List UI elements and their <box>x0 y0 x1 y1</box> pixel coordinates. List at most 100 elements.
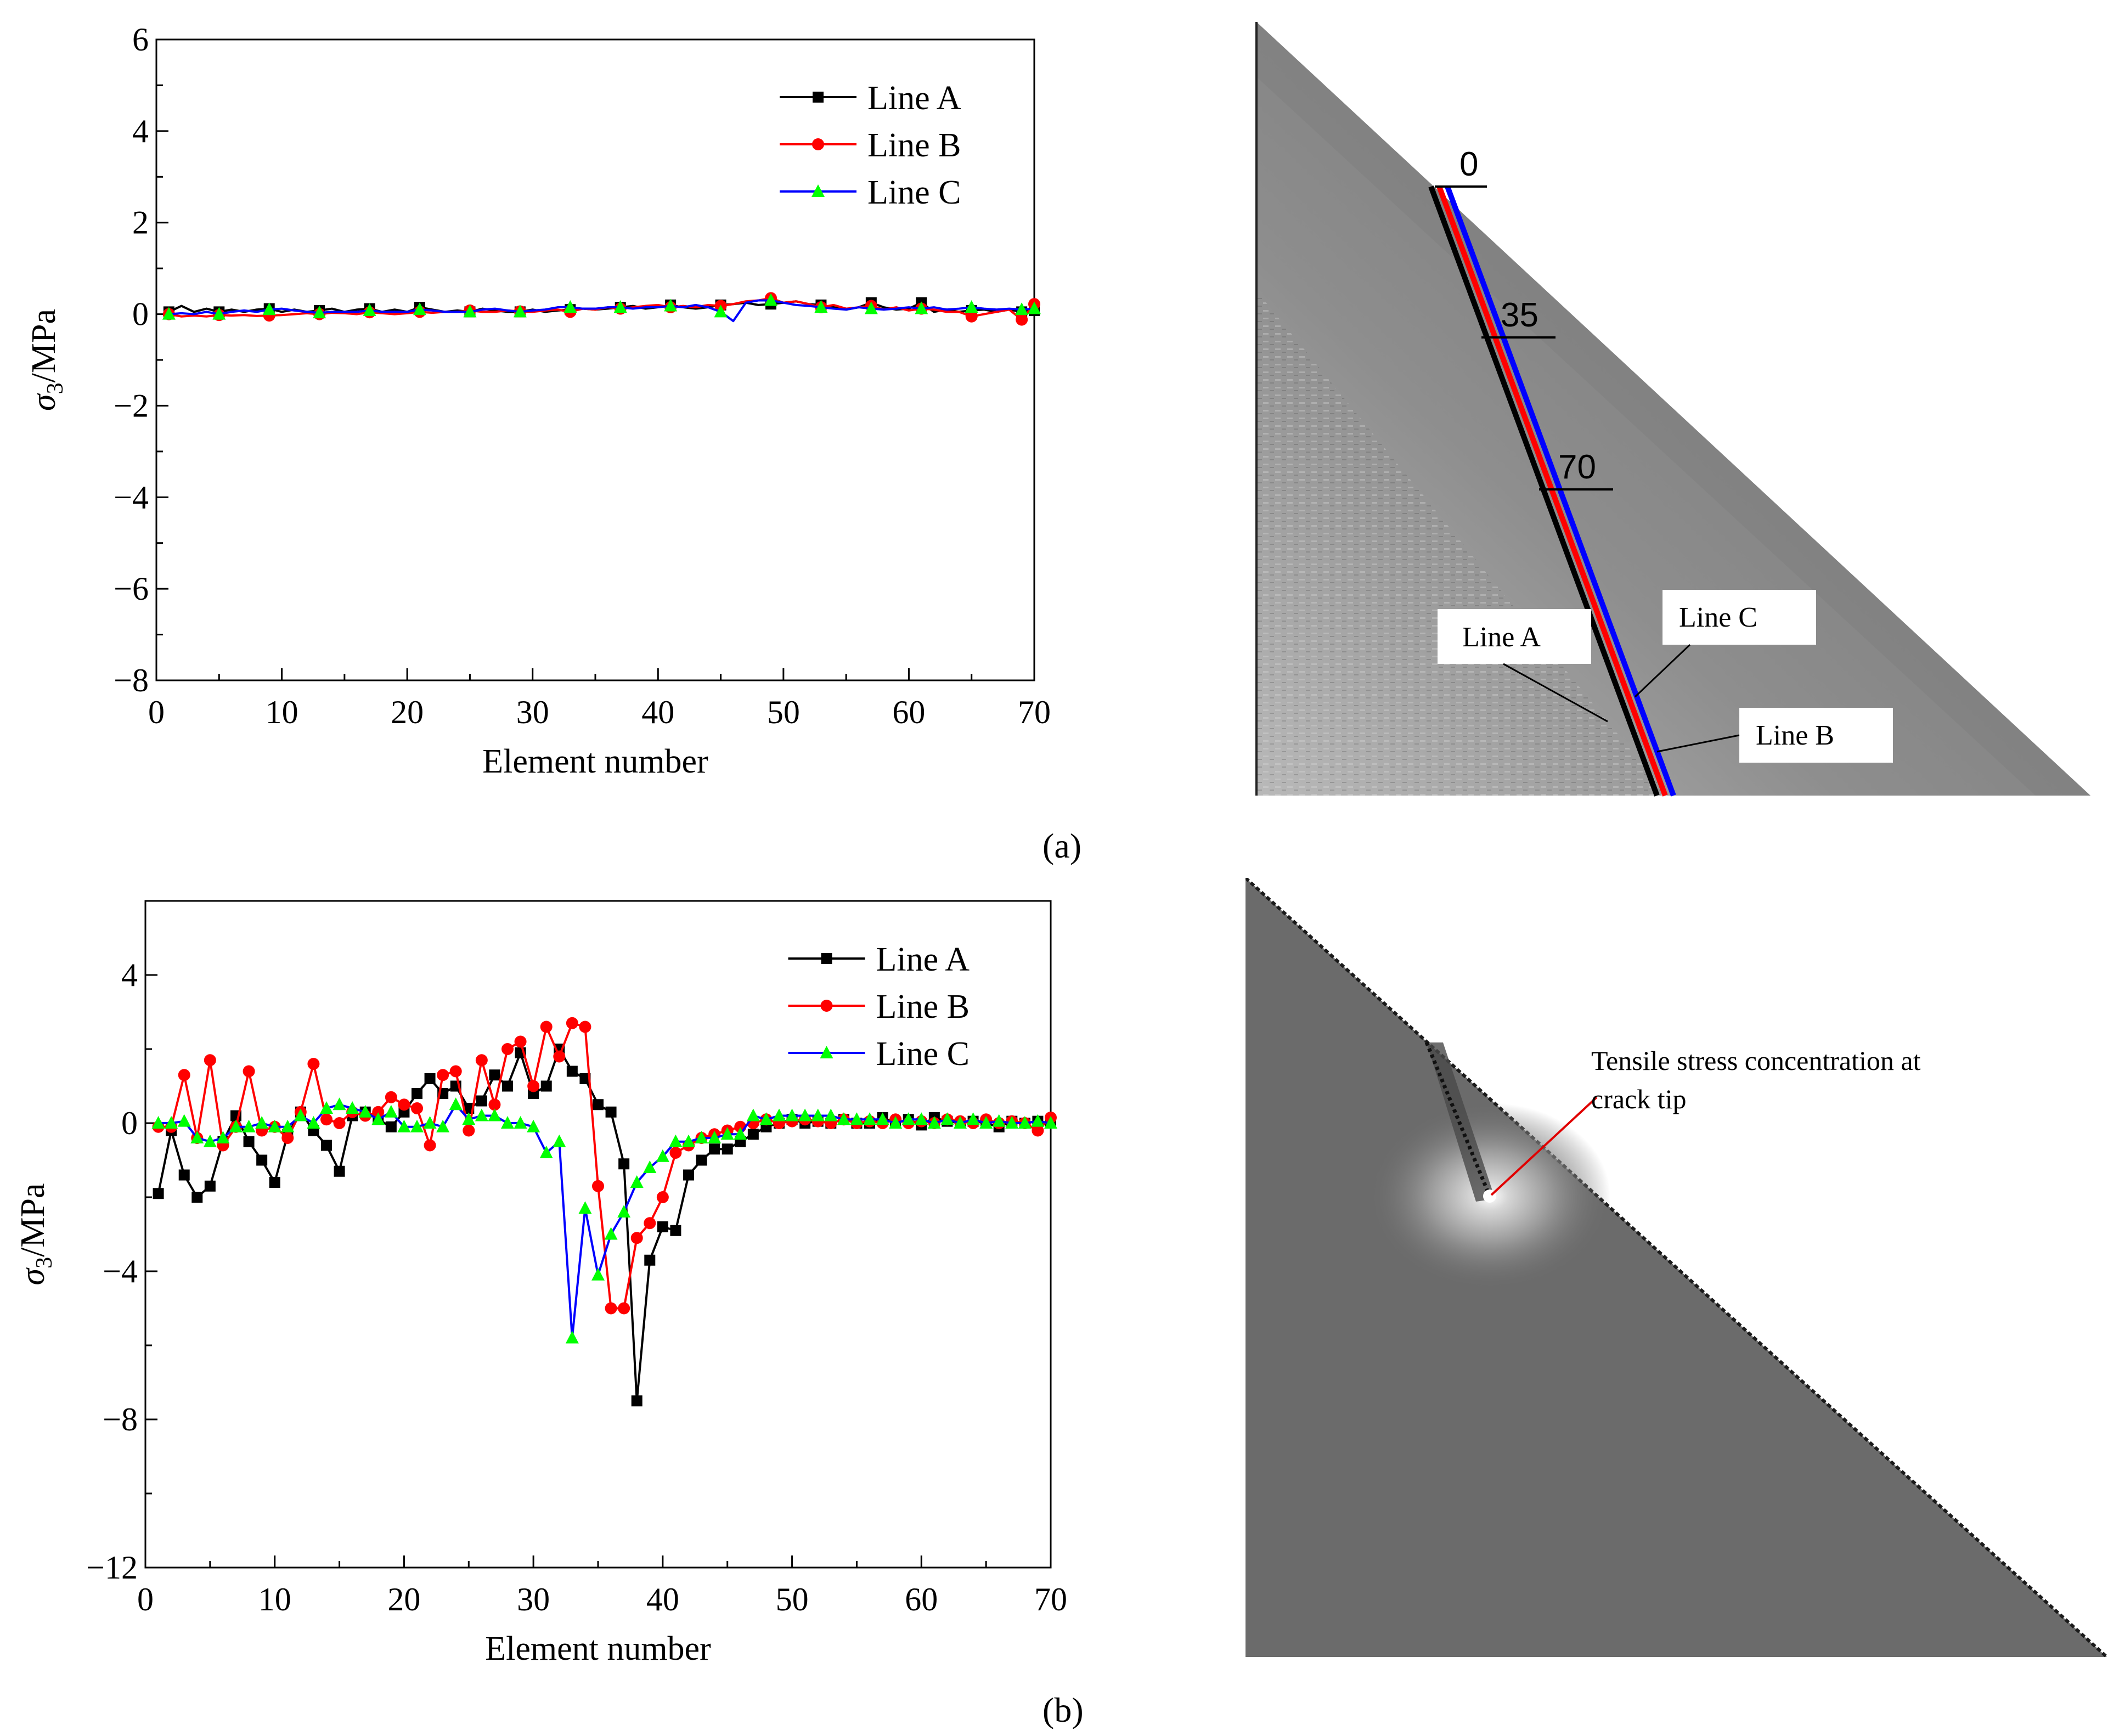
chart-b-series-2-point <box>332 1097 346 1111</box>
chart-b-series-1-point <box>669 1147 682 1159</box>
chart-b-series-2-point <box>773 1108 786 1121</box>
chart-a-ytick-label-0: 0 <box>132 296 149 332</box>
chart-b-series-0-point <box>204 1180 216 1192</box>
chart-b-series-2-point <box>449 1097 463 1111</box>
slope-diagram-b: Tensile stress concentration at crack ti… <box>1246 878 2109 1659</box>
chart-a-series-1-point <box>965 310 978 323</box>
line-b-path <box>1436 185 1668 797</box>
chart-b-legend-marker-0 <box>821 953 832 964</box>
callout-label-line-a: Line A <box>1462 622 1541 653</box>
chart-a-xtick-label-30: 30 <box>516 694 549 730</box>
chart-b-series-2-line <box>158 1103 1051 1339</box>
chart-a-series-1-point <box>1016 313 1028 326</box>
chart-b-series-1-point <box>630 1232 643 1244</box>
chart-b-series-2-point <box>436 1119 450 1132</box>
chart-b-legend-marker-2 <box>820 1046 833 1058</box>
chart-b-series-0 <box>153 1044 1056 1407</box>
chart-b-series-2-point <box>384 1104 398 1118</box>
chart-b-series-0-point <box>243 1136 255 1147</box>
chart-b-series-2-point <box>371 1112 385 1125</box>
callout-box-line-b <box>1739 708 1893 763</box>
chart-b-xtick-label-40: 40 <box>646 1581 679 1617</box>
chart-b-series-2-point <box>863 1112 876 1125</box>
callout-box-line-a <box>1438 609 1591 664</box>
chart-a-ytick-label--2: −2 <box>114 387 149 424</box>
callout-label-line-c: Line C <box>1679 602 1757 633</box>
chart-b-series-2-point <box>734 1127 747 1140</box>
chart-b-series-2-point <box>358 1104 372 1118</box>
chart-b-legend-label-1: Line B <box>876 988 970 1025</box>
chart-b-series-0-point <box>489 1069 500 1081</box>
chart-b-series-2-point <box>966 1112 980 1125</box>
chart-b-series-0-point <box>385 1121 397 1132</box>
chart-b-series-1-point <box>320 1113 332 1126</box>
chart-b-series-2-point <box>876 1112 889 1125</box>
chart-a-series-2-point <box>714 305 728 318</box>
chart-b-series-2-point <box>488 1108 501 1121</box>
chart-b-series-0-point <box>644 1254 656 1266</box>
chart-a-series-2-point <box>664 298 678 312</box>
chart-a-ytick-label-4: 4 <box>132 113 149 149</box>
chart-b-series-2-point <box>1005 1116 1019 1129</box>
chart-b-xtick-label-0: 0 <box>137 1581 154 1617</box>
chart-b-series-2-point <box>837 1112 850 1125</box>
callout-leader-line-a <box>1503 663 1608 723</box>
annotation-line-2: crack tip <box>1591 1084 1687 1114</box>
chart-b-xtick-label-70: 70 <box>1034 1581 1067 1617</box>
chart-b-series-0-point <box>631 1395 643 1407</box>
annotation-line-1: Tensile stress concentration at <box>1591 1045 1921 1076</box>
chart-b-series-1-point <box>605 1302 617 1315</box>
chart-b-series-0-point <box>502 1080 513 1092</box>
chart-b-series-2-point <box>901 1112 915 1125</box>
chart-b-series-1-point <box>514 1035 527 1048</box>
chart-b-series-0-point <box>657 1221 668 1232</box>
chart-a-series-2-point <box>413 302 426 315</box>
chart-b-series-1-point <box>579 1021 591 1033</box>
chart-b-series-0-point <box>256 1154 268 1166</box>
chart-b-series-2-point <box>759 1112 773 1125</box>
chart-b-series-2-point <box>346 1101 359 1114</box>
chart-a-ytick-label--4: −4 <box>114 479 149 515</box>
chart-a-xtick-label-60: 60 <box>892 694 925 730</box>
chart-b-series-0-point <box>747 1129 759 1140</box>
chart-b-xlabel: Element number <box>485 1630 711 1667</box>
chart-a-series-2-point <box>814 300 828 313</box>
chart-b-series-0-point <box>540 1080 552 1092</box>
station-label-70: 70 <box>1558 448 1596 486</box>
chart-b-series-2-point <box>954 1116 967 1129</box>
chart-a-series-2-point <box>363 303 376 316</box>
chart-a-xtick-label-0: 0 <box>148 694 165 730</box>
chart-b-ytick-label-0: 0 <box>121 1105 138 1141</box>
chart-b-series-1-point <box>463 1124 475 1137</box>
chart-b-ytick-label-4: 4 <box>121 957 138 993</box>
chart-b-series-2-point <box>151 1116 165 1129</box>
chart-b-series-2-point <box>682 1134 695 1147</box>
chart-a-series-2-point <box>965 300 978 313</box>
chart-b-series-2-point <box>785 1108 799 1121</box>
panel-label-a: (a) <box>1042 826 1082 865</box>
chart-a-series-2-point <box>162 307 176 320</box>
chart-b-series-2-point <box>656 1149 669 1162</box>
chart-a-series-2-point <box>313 306 326 319</box>
chart-b-series-1-point <box>527 1080 540 1092</box>
chart-b-series-0-point <box>476 1095 487 1107</box>
chart-b-series-2-point <box>604 1227 618 1240</box>
chart-b-series-2-point <box>410 1119 424 1132</box>
chart-a-series-2-point <box>613 300 627 313</box>
chart-a-series-2-point <box>262 302 276 315</box>
slope-diagram-a: 0 35 70 Line A Line C Line B <box>1255 22 2090 797</box>
chart-b: 0 10 20 30 40 50 60 70 −12 −8 −4 0 4 Element number σ3… <box>14 900 1067 1667</box>
chart-b-series-0-point <box>269 1177 280 1188</box>
chart-b-series-1-point <box>618 1302 630 1315</box>
chart-a-ytick-label--8: −8 <box>114 662 149 698</box>
chart-b-series-1-point <box>411 1102 423 1114</box>
chart-b-series-2-point <box>708 1131 722 1143</box>
chart-b-series-0-point <box>153 1188 164 1199</box>
chart-b-series-0-point <box>424 1073 436 1084</box>
chart-b-series-2-point <box>190 1131 204 1143</box>
chart-b-series-2-point <box>915 1112 928 1125</box>
chart-a-xtick-label-20: 20 <box>391 694 424 730</box>
chart-b-series-2-point <box>203 1134 217 1147</box>
chart-b-legend-marker-1 <box>820 1000 833 1012</box>
